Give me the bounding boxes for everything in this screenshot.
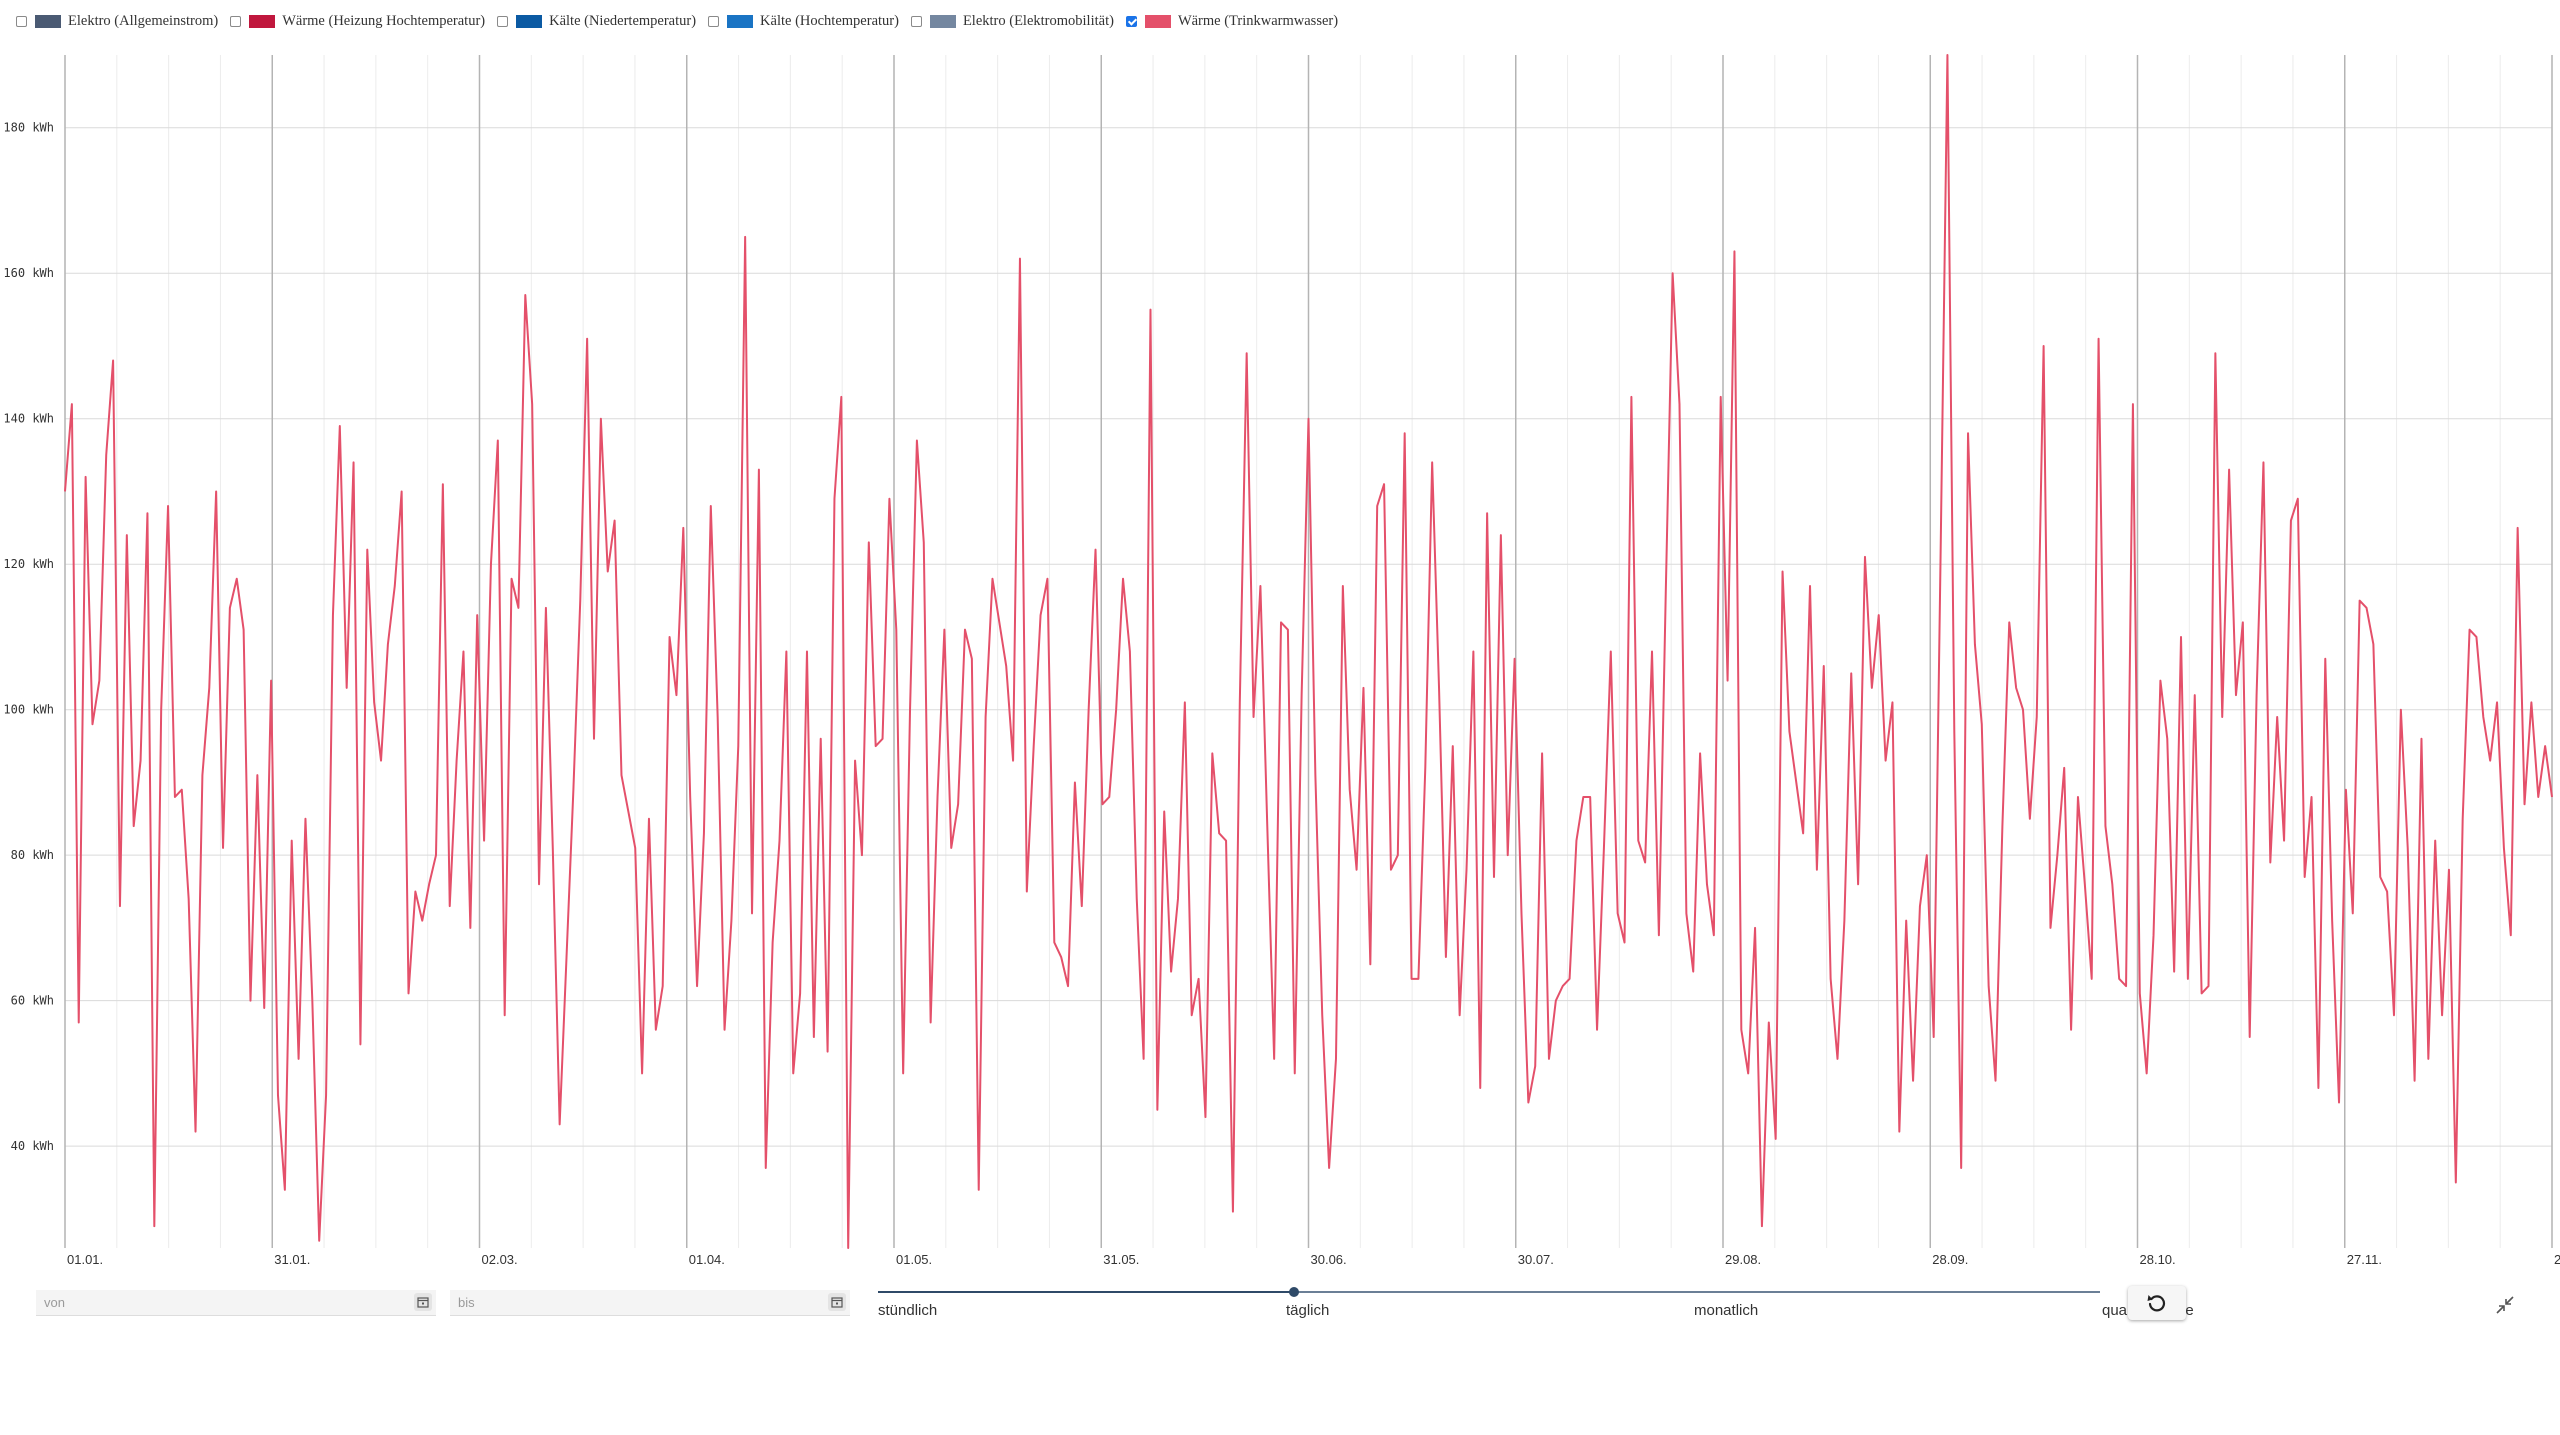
legend-item[interactable]: Kälte (Niedertemperatur) [497,13,696,30]
legend-checkbox[interactable] [497,15,509,27]
x-tick-label: 02.03. [482,1252,518,1267]
x-tick-label: 01.04. [689,1252,725,1267]
x-tick-label: 27.11. [2347,1252,2382,1267]
legend-swatch [516,14,543,28]
x-tick-label: 28.09. [1932,1252,1968,1267]
to-date-input[interactable] [450,1290,806,1314]
y-tick-label: 140 kWh [3,412,54,426]
legend-label: Kälte (Niedertemperatur) [549,12,697,29]
collapse-icon[interactable] [2492,1292,2518,1318]
x-tick-label: 29.08. [1725,1252,1761,1267]
legend-swatch [35,14,61,28]
legend-checkbox[interactable] [1125,15,1137,27]
x-tick-label: 01.01. [67,1252,103,1267]
x-tick-label: 31.05. [1103,1252,1139,1267]
legend-swatch [929,14,956,28]
x-tick-label: 27.12. [2554,1252,2560,1267]
calendar-icon[interactable] [414,1293,432,1311]
x-tick-label: 28.10. [2140,1252,2176,1267]
slider-label[interactable]: monatlich [1694,1302,1759,1319]
to-date-field[interactable] [450,1290,850,1316]
legend-item[interactable]: Kälte (Hochtemperatur) [708,13,899,30]
reset-button[interactable] [2128,1286,2186,1320]
slider-label[interactable]: stündlich [878,1302,938,1319]
legend-label: Wärme (Heizung Hochtemperatur) [282,12,486,29]
slider-label[interactable]: täglich [1286,1302,1330,1319]
legend-label: Elektro (Elektromobilität) [962,12,1114,29]
from-date-field[interactable] [36,1290,436,1316]
legend-label: Elektro (Allgemeinstrom) [68,12,219,29]
legend-label: Kälte (Hochtemperatur) [760,12,899,29]
legend-checkbox[interactable] [230,15,242,27]
legend-item[interactable]: Wärme (Trinkwarmwasser) [1125,12,1339,30]
x-tick-label: 30.07. [1518,1252,1554,1267]
y-tick-label: 180 kWh [3,121,54,135]
series-line [64,54,2553,1249]
from-date-input[interactable] [36,1290,392,1314]
legend-checkbox[interactable] [16,15,27,27]
legend-item[interactable]: Elektro (Elektromobilität) [910,12,1114,30]
calendar-icon[interactable] [828,1293,846,1311]
y-tick-label: 80 kWh [11,848,54,862]
line-chart: 40 kWh 60 kWh 80 kWh 100 kWh 120 kWh 140 kWh 1… [3,54,2560,1267]
y-tick-label: 40 kWh [11,1139,54,1153]
y-tick-label: 100 kWh [3,703,54,717]
legend-swatch [727,14,754,28]
slider-fill [878,1291,1294,1293]
y-tick-label: 160 kWh [3,266,54,280]
y-tick-label: 60 kWh [11,994,54,1008]
legend-item[interactable]: Elektro (Allgemeinstrom) [16,13,218,30]
legend-swatch [249,14,276,28]
legend-label: Wärme (Trinkwarmwasser) [1177,12,1339,29]
resolution-slider[interactable]: stündlichtäglichmonatlichquartalsweise [878,1282,2194,1322]
x-tick-label: 30.06. [1311,1252,1347,1267]
y-tick-label: 120 kWh [3,557,54,571]
reset-icon [2147,1295,2166,1312]
x-tick-label: 31.01. [274,1252,310,1267]
legend-item[interactable]: Wärme (Heizung Hochtemperatur) [230,13,485,30]
legend-swatch [1144,14,1171,28]
x-tick-label: 01.05. [896,1252,932,1267]
chart-legend: Elektro (Allgemeinstrom) Wärme (Heizung H… [16,8,1350,34]
slider-track[interactable] [878,1291,2100,1293]
slider-thumb[interactable] [1289,1287,1299,1297]
legend-checkbox[interactable] [708,15,720,27]
legend-checkbox[interactable] [910,15,922,27]
